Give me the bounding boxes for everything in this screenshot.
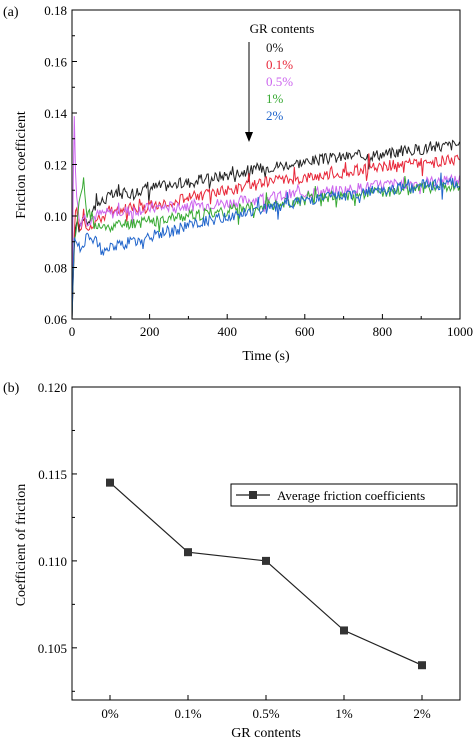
series-line: [109, 482, 423, 666]
panel-label: (a): [3, 5, 19, 20]
y-tick-label: 0.10: [44, 209, 67, 224]
y-tick-label: 0.12: [44, 158, 67, 173]
y-tick-label: 0.14: [44, 106, 67, 121]
legend-entry: 2%: [266, 108, 284, 123]
panel-label: (b): [3, 381, 20, 396]
y-tick-label: 0.06: [44, 312, 67, 327]
x-tick-label: 0.5%: [252, 706, 279, 721]
series-lines: [71, 116, 461, 320]
legend-entry: 1%: [266, 91, 284, 106]
y-tick-label: 0.110: [38, 554, 67, 569]
data-point: [184, 548, 192, 557]
panel-a: (a) 0 200 400 600 800 1000 0.06 0.08 0.10 0.12 0.1…: [3, 3, 473, 364]
y-tick-label: 0.105: [38, 641, 67, 656]
y-axis-label: Friction coefficient: [14, 111, 29, 219]
x-tick-label: 1000: [447, 324, 473, 339]
y-tick-label: 0.18: [44, 3, 67, 18]
x-tick-label: 800: [373, 324, 393, 339]
legend-marker: [249, 491, 257, 499]
data-point: [106, 478, 114, 487]
series-lines: [106, 478, 426, 670]
x-axis-label: GR contents: [231, 726, 301, 741]
series-line-4: [71, 176, 461, 320]
series-line-2: [71, 153, 460, 320]
legend-title: GR contents: [250, 21, 315, 36]
legend: GR contents 0% 0.1% 0.5% 1% 2%: [245, 21, 314, 142]
legend-entry: 0.1%: [266, 57, 293, 72]
x-tick-label: 400: [217, 324, 237, 339]
axes: 0 200 400 600 800 1000 0.06 0.08 0.10 0.12 0.14 0.1…: [44, 3, 473, 339]
legend-arrow-head: [245, 132, 253, 142]
x-tick-label: 2%: [413, 706, 431, 721]
plot-frame: [71, 386, 461, 701]
x-tick-label: 0%: [101, 706, 119, 721]
data-point: [262, 556, 270, 565]
y-axis-label: Coefficient of friction: [14, 484, 29, 607]
x-tick-label: 200: [140, 324, 160, 339]
x-tick-label: 600: [295, 324, 315, 339]
y-tick-label: 0.16: [44, 55, 67, 70]
legend: Average friction coefficients: [230, 483, 458, 507]
x-tick-label: 1%: [335, 706, 353, 721]
panel-b: (b) 0% 0.1% 0.5% 1% 2% 0.105 0.110 0.115 0.120 G…: [3, 380, 461, 741]
y-tick-label: 0.08: [44, 261, 67, 276]
y-tick-label: 0.115: [38, 467, 67, 482]
legend-box: [230, 483, 458, 507]
legend-label: Average friction coefficients: [277, 488, 425, 503]
legend-entry: 0%: [266, 40, 284, 55]
legend-entry: 0.5%: [266, 74, 293, 89]
axes: 0% 0.1% 0.5% 1% 2% 0.105 0.110 0.115 0.120: [38, 380, 431, 721]
data-point: [418, 661, 426, 670]
x-tick-label: 0.1%: [174, 706, 201, 721]
x-tick-label: 0: [69, 324, 76, 339]
series-line-1: [71, 139, 461, 320]
series-line-5: [71, 172, 460, 320]
data-point: [340, 626, 348, 635]
y-tick-label: 0.120: [38, 380, 67, 395]
x-axis-label: Time (s): [242, 349, 290, 364]
